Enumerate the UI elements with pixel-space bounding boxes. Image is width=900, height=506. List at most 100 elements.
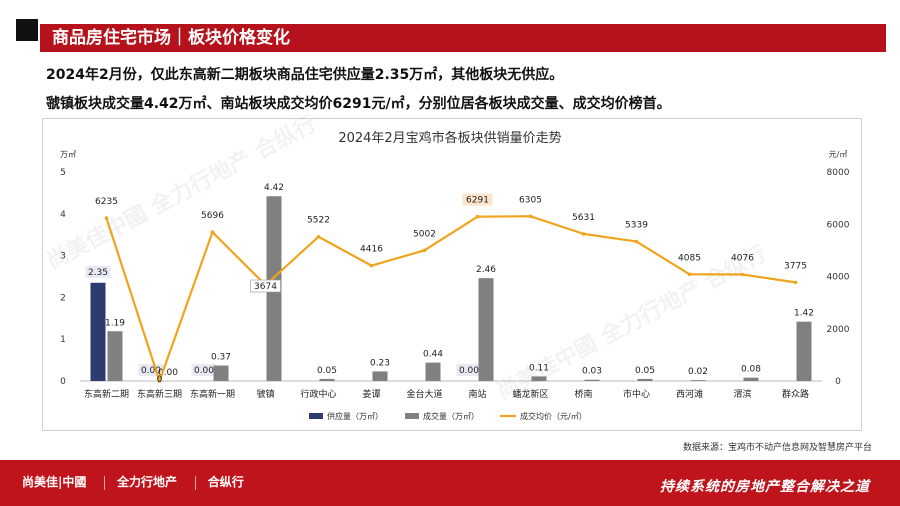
category-label: 东高新一期 — [190, 388, 235, 400]
price-label: 4416 — [360, 245, 383, 255]
price-point — [740, 272, 745, 277]
category-label: 姜谭 — [362, 388, 380, 400]
price-label: 6235 — [95, 197, 118, 207]
footer-bar — [0, 460, 900, 506]
category-label: 蟠龙新区 — [512, 388, 548, 400]
deal-bar — [478, 278, 494, 381]
deal-bar-label: 0.05 — [635, 366, 655, 376]
category-label: 渭滨 — [733, 388, 751, 400]
legend-deal-label: 成交量（万㎡） — [423, 411, 479, 421]
category-label: 西河滩 — [676, 388, 703, 400]
price-label: 0 — [157, 375, 163, 385]
legend-supply-label: 供应量（万㎡） — [327, 411, 383, 421]
supply-label-bg — [456, 364, 482, 376]
deal-bar — [372, 371, 388, 381]
page-title: 商品房住宅市场｜板块价格变化 — [52, 28, 290, 48]
price-label: 6291 — [466, 196, 489, 206]
legend-price-label: 成交均价（元/㎡） — [520, 411, 587, 421]
category-label: 南站 — [468, 388, 486, 400]
supply-label-bg — [191, 364, 217, 376]
right-axis-unit: 元/㎡ — [829, 150, 848, 159]
deal-bar — [319, 378, 335, 381]
deal-bar-label: 2.46 — [476, 265, 496, 275]
price-label: 5696 — [201, 211, 224, 221]
deal-bar — [425, 362, 441, 381]
price-label: 3674 — [254, 282, 277, 292]
price-label: 5002 — [413, 229, 436, 239]
deal-bar-label: 0.03 — [582, 367, 602, 377]
category-label: 虢镇 — [256, 388, 274, 400]
category-label: 群众路 — [782, 388, 809, 400]
footer-brand-3: 合纵行 — [207, 475, 244, 489]
category-label: 行政中心 — [300, 388, 336, 400]
deal-bar-label: 0.05 — [317, 366, 337, 376]
deal-bar — [743, 377, 759, 381]
deal-bar — [584, 379, 600, 381]
right-axis-tick: 8000 — [827, 168, 850, 178]
chart-title: 2024年2月宝鸡市各板块供销量价走势 — [338, 130, 561, 146]
supply-bar-label: 0.00 — [194, 366, 214, 376]
legend-deal-swatch — [405, 413, 419, 419]
price-label: 4076 — [731, 254, 754, 264]
price-label: 3775 — [784, 261, 807, 271]
deal-bar — [690, 380, 706, 381]
left-axis-tick: 0 — [60, 377, 66, 387]
footer-brand-1: 尚美佳|中國 — [22, 475, 87, 489]
category-label: 东高新三期 — [137, 388, 182, 400]
price-point — [210, 230, 215, 234]
summary-line-2: 虢镇板块成交量4.42万㎡、南站板块成交均价6291元/㎡，分别位居各板块成交量… — [46, 96, 671, 112]
deal-bar — [213, 365, 229, 381]
category-label: 东高新二期 — [84, 388, 129, 400]
price-point — [369, 263, 374, 268]
left-axis-tick: 1 — [60, 335, 66, 345]
price-label: 5339 — [625, 221, 648, 231]
price-point — [687, 272, 692, 277]
deal-bar-label: 0.11 — [529, 363, 549, 373]
right-axis-tick: 0 — [835, 377, 841, 387]
price-point — [104, 216, 109, 220]
deal-bar-label: 0.23 — [370, 358, 390, 368]
deal-bar-label: 1.42 — [794, 309, 814, 319]
supply-bar — [90, 282, 106, 381]
price-line — [105, 215, 796, 383]
data-source: 数据来源：宝鸡市不动产信息网及智慧房产平台 — [682, 443, 872, 453]
deal-bar — [107, 331, 123, 381]
deal-bar-label: 0.00 — [158, 368, 178, 378]
legend-supply-swatch — [309, 413, 323, 419]
price-point — [528, 214, 533, 219]
header-bar — [40, 24, 886, 52]
footer-brand-2: 全力行地产 — [117, 475, 178, 489]
deal-bar-label: 4.42 — [264, 183, 284, 193]
price-label: 6305 — [519, 195, 542, 205]
price-point — [634, 239, 639, 244]
footer-brands: 尚美佳|中國 全力行地产 合纵行 — [22, 473, 250, 490]
deal-bar — [637, 378, 653, 381]
deal-bar-label: 0.02 — [688, 367, 708, 377]
summary-line-1: 2024年2月份，仅此东高新二期板块商品住宅供应量2.35万㎡，其他板块无供应。 — [46, 67, 564, 83]
price-point — [581, 232, 586, 236]
deal-bar — [531, 376, 547, 381]
left-axis-tick: 2 — [60, 293, 66, 303]
right-axis-tick: 6000 — [827, 220, 850, 230]
deal-bar-label: 0.08 — [741, 365, 761, 375]
left-axis-unit: 万㎡ — [60, 150, 76, 159]
supply-label-bg — [85, 265, 111, 278]
price-label: 5522 — [307, 216, 330, 226]
price-label: 4085 — [678, 253, 701, 263]
price-point — [316, 234, 321, 239]
deal-bar-label: 0.37 — [211, 353, 231, 363]
left-axis-tick: 4 — [60, 210, 66, 220]
footer-slogan: 持续系统的房地产整合解决之道 — [660, 479, 870, 495]
supply-bar-label: 0.00 — [141, 366, 161, 376]
left-axis-tick: 5 — [60, 168, 66, 178]
right-axis-tick: 4000 — [827, 273, 850, 283]
price-label-bg — [462, 193, 493, 206]
price-point — [793, 280, 798, 285]
header-square — [16, 19, 38, 41]
right-axis-tick: 2000 — [827, 325, 850, 335]
category-label: 金台大道 — [406, 388, 442, 400]
footer-separator-2 — [194, 475, 196, 490]
supply-bar-label: 0.00 — [459, 366, 479, 376]
category-label: 市中心 — [623, 388, 650, 400]
